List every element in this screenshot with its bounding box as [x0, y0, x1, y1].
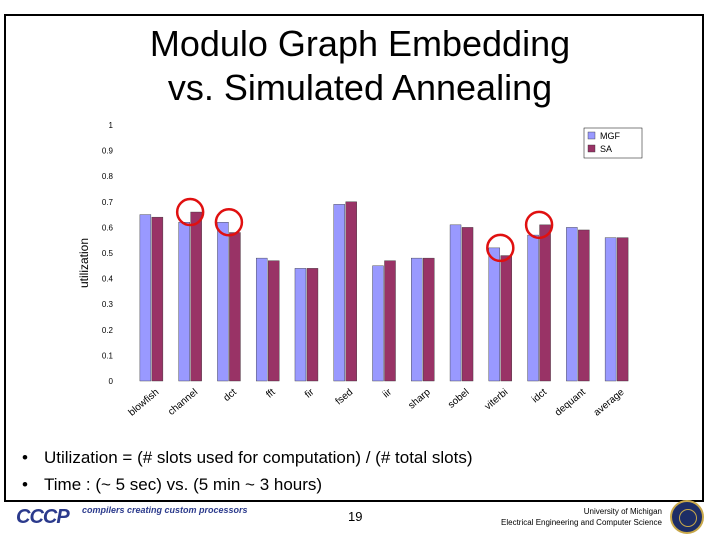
- bullet-text: Time : (~ 5 sec) vs. (5 min ~ 3 hours): [44, 475, 323, 494]
- y-tick-label: 0.2: [102, 326, 114, 335]
- highlight-circle: [486, 233, 515, 263]
- y-tick-label: 1: [109, 121, 114, 130]
- bar-mgf-iir: [372, 265, 384, 382]
- x-tick-label: channel: [166, 387, 200, 418]
- bullet-dot-icon: •: [22, 448, 28, 467]
- chart-highlights: [175, 197, 554, 263]
- slide-frame: [4, 14, 704, 502]
- bar-mgf-fsed: [333, 204, 345, 382]
- legend-swatch: [587, 131, 596, 140]
- bar-mgf-fft: [255, 257, 268, 382]
- x-tick-label: fft: [264, 387, 277, 401]
- x-tick-label: dct: [222, 387, 239, 404]
- bar-sa-fsed: [345, 201, 357, 382]
- bullet-item: • Time : (~ 5 sec) vs. (5 min ~ 3 hours): [22, 471, 473, 498]
- page-number: 19: [348, 509, 363, 524]
- cccp-logo: CCCP: [16, 506, 70, 528]
- chart-legend: MGF SA: [583, 127, 643, 159]
- x-tick-label: sharp: [406, 387, 433, 412]
- bar-mgf-blowfish: [139, 214, 152, 382]
- bar-sa-channel: [190, 211, 202, 382]
- title-line-1: Modulo Graph Embedding: [149, 23, 571, 64]
- x-tick-label: fsed: [334, 387, 356, 408]
- footer-tagline: compilers creating custom processors: [82, 505, 248, 515]
- university-name: University of Michigan: [583, 507, 662, 516]
- bar-mgf-viterbi: [488, 247, 501, 382]
- y-tick-label: 0.4: [102, 275, 114, 284]
- bullet-text: Utilization = (# slots used for computat…: [44, 448, 473, 467]
- bar-mgf-sobel: [449, 224, 462, 382]
- y-tick-label: 0.5: [102, 249, 114, 258]
- bar-sa-dequant: [578, 229, 590, 382]
- legend-swatch: [587, 144, 596, 153]
- bar-sa-idct: [539, 224, 551, 382]
- x-tick-label: fir: [303, 386, 317, 400]
- chart-bars: [139, 201, 629, 382]
- bar-mgf-sharp: [411, 257, 423, 382]
- y-tick-label: 0.8: [102, 172, 114, 181]
- bar-mgf-idct: [527, 234, 539, 382]
- bar-sa-viterbi: [500, 255, 513, 382]
- bar-sa-sharp: [423, 257, 435, 382]
- bullet-item: • Utilization = (# slots used for comput…: [22, 444, 473, 471]
- x-tick-label: sobel: [446, 387, 471, 411]
- bar-sa-iir: [384, 260, 396, 382]
- utilization-bar-chart: 0 0.1 0.2 0.3 0.4 0.5 0.6 0.7 0.8 0.9 1 utilization…: [77, 121, 643, 419]
- university-credit: University of Michigan Electrical Engine…: [402, 506, 662, 528]
- bar-mgf-average: [604, 237, 617, 382]
- highlight-circle: [214, 208, 244, 237]
- bar-mgf-fir: [294, 268, 307, 382]
- title-line-2: vs. Simulated Annealing: [167, 67, 553, 108]
- bar-mgf-dct: [217, 222, 229, 382]
- y-tick-label: 0.7: [102, 198, 114, 207]
- bar-mgf-dequant: [566, 227, 578, 382]
- x-tick-label: dequant: [553, 387, 588, 419]
- y-tick-label: 0.3: [102, 300, 114, 309]
- x-tick-label: blowfish: [127, 387, 162, 419]
- y-tick-label: 0.6: [102, 223, 114, 232]
- x-tick-label: idct: [530, 387, 549, 406]
- bar-sa-fir: [306, 268, 319, 382]
- x-tick-label: iir: [381, 386, 395, 400]
- y-tick-label: 0: [109, 377, 114, 386]
- bar-sa-fft: [267, 260, 280, 382]
- bar-sa-blowfish: [151, 216, 164, 382]
- y-tick-label: 0.9: [102, 147, 114, 156]
- slide-title: Modulo Graph Embedding vs. Simulated Ann…: [0, 22, 720, 110]
- highlight-circle: [524, 210, 554, 240]
- legend-label: SA: [600, 144, 612, 154]
- bar-mgf-channel: [178, 222, 190, 382]
- bullet-dot-icon: •: [22, 475, 28, 494]
- highlight-circle: [175, 197, 205, 227]
- y-axis-title: utilization: [77, 238, 91, 288]
- department-name: Electrical Engineering and Computer Scie…: [501, 518, 662, 527]
- bar-sa-dct: [229, 232, 241, 382]
- bar-sa-average: [616, 237, 629, 382]
- slide-footer: CCCP compilers creating custom processor…: [0, 500, 720, 540]
- bar-sa-sobel: [461, 227, 474, 382]
- x-tick-label: viterbi: [483, 387, 511, 413]
- y-tick-label: 0.1: [102, 351, 114, 360]
- x-tick-label: average: [592, 387, 627, 419]
- legend-label: MGF: [600, 131, 620, 141]
- university-seal-icon: [670, 500, 704, 534]
- bullet-list: • Utilization = (# slots used for comput…: [22, 444, 473, 498]
